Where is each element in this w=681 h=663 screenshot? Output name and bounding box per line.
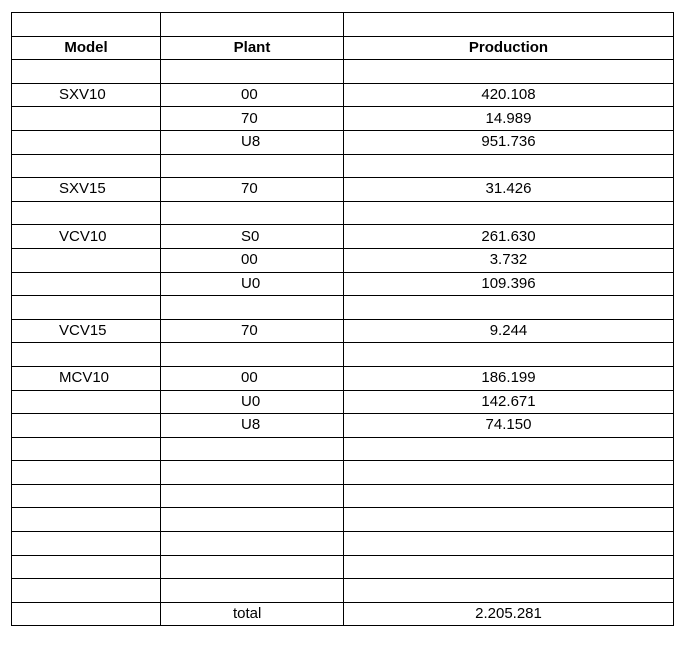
empty-cell xyxy=(11,200,161,226)
table-row: 70 14.989 xyxy=(11,106,674,131)
empty-cell xyxy=(11,436,161,462)
model-cell: MCV10 xyxy=(11,365,161,391)
empty-cell xyxy=(11,153,161,179)
empty-cell xyxy=(160,342,344,367)
model-cell xyxy=(11,129,161,155)
plant-cell: 70 xyxy=(160,106,344,131)
model-cell: VCV15 xyxy=(11,318,161,344)
header-model: Model xyxy=(11,35,161,61)
empty-cell xyxy=(343,342,674,367)
table-row: VCV15 70 9.244 xyxy=(11,318,674,344)
empty-cell xyxy=(11,578,161,603)
production-cell: 31.426 xyxy=(343,177,674,202)
table-row: SXV10 00 420.108 xyxy=(11,82,674,108)
empty-cell xyxy=(343,460,674,485)
model-cell xyxy=(11,106,161,131)
production-cell: 186.199 xyxy=(343,365,674,391)
header-plant: Plant xyxy=(160,35,344,61)
model-cell: VCV10 xyxy=(11,224,161,249)
total-label: total xyxy=(160,601,344,627)
plant-cell: U8 xyxy=(160,413,344,438)
header-row: Model Plant Production xyxy=(11,35,674,61)
plant-cell: U8 xyxy=(160,129,344,155)
empty-cell xyxy=(160,436,344,462)
production-cell: 109.396 xyxy=(343,271,674,297)
empty-row xyxy=(11,12,674,37)
plant-cell: 70 xyxy=(160,318,344,344)
plant-cell: S0 xyxy=(160,224,344,249)
model-cell: SXV10 xyxy=(11,82,161,108)
model-cell xyxy=(11,389,161,415)
table-row: U0 109.396 xyxy=(11,271,674,297)
empty-cell xyxy=(11,295,161,320)
empty-cell xyxy=(343,153,674,179)
empty-cell xyxy=(11,601,161,627)
plant-cell: 70 xyxy=(160,177,344,202)
empty-row xyxy=(11,460,674,485)
model-cell xyxy=(11,413,161,438)
empty-cell xyxy=(160,460,344,485)
empty-row xyxy=(11,59,674,84)
model-cell xyxy=(11,247,161,273)
production-cell: 142.671 xyxy=(343,389,674,415)
plant-cell: 00 xyxy=(160,365,344,391)
production-cell: 9.244 xyxy=(343,318,674,344)
model-cell: SXV15 xyxy=(11,177,161,202)
production-cell: 3.732 xyxy=(343,247,674,273)
empty-cell xyxy=(160,200,344,226)
plant-cell: 00 xyxy=(160,82,344,108)
total-row: total 2.205.281 xyxy=(11,601,674,627)
empty-cell xyxy=(343,483,674,509)
header-production: Production xyxy=(343,35,674,61)
empty-cell xyxy=(160,507,344,533)
empty-cell xyxy=(160,531,344,556)
empty-cell xyxy=(11,483,161,509)
table-row: U8 951.736 xyxy=(11,129,674,155)
model-cell xyxy=(11,271,161,297)
plant-cell: U0 xyxy=(160,389,344,415)
empty-cell xyxy=(11,460,161,485)
empty-cell xyxy=(343,531,674,556)
empty-row xyxy=(11,554,674,580)
empty-cell xyxy=(11,531,161,556)
empty-row xyxy=(11,531,674,556)
empty-cell xyxy=(160,554,344,580)
table-row: SXV15 70 31.426 xyxy=(11,177,674,202)
production-cell: 74.150 xyxy=(343,413,674,438)
empty-row xyxy=(11,507,674,533)
production-cell: 14.989 xyxy=(343,106,674,131)
empty-row xyxy=(11,342,674,367)
plant-cell: 00 xyxy=(160,247,344,273)
empty-cell xyxy=(160,153,344,179)
empty-cell xyxy=(160,483,344,509)
empty-cell xyxy=(343,295,674,320)
plant-cell: U0 xyxy=(160,271,344,297)
empty-cell xyxy=(160,578,344,603)
empty-cell xyxy=(343,578,674,603)
empty-row xyxy=(11,578,674,603)
total-value: 2.205.281 xyxy=(343,601,674,627)
empty-cell xyxy=(11,342,161,367)
table-row: 00 3.732 xyxy=(11,247,674,273)
production-cell: 951.736 xyxy=(343,129,674,155)
production-cell: 420.108 xyxy=(343,82,674,108)
table-row: U8 74.150 xyxy=(11,413,674,438)
empty-row xyxy=(11,153,674,179)
empty-row xyxy=(11,295,674,320)
empty-cell xyxy=(343,436,674,462)
empty-cell xyxy=(343,507,674,533)
empty-cell xyxy=(343,554,674,580)
empty-row xyxy=(11,436,674,462)
empty-row xyxy=(11,483,674,509)
empty-cell xyxy=(343,200,674,226)
table-row: MCV10 00 186.199 xyxy=(11,365,674,391)
production-cell: 261.630 xyxy=(343,224,674,249)
empty-row xyxy=(11,200,674,226)
table-row: U0 142.671 xyxy=(11,389,674,415)
empty-cell xyxy=(11,507,161,533)
empty-cell xyxy=(160,295,344,320)
empty-cell xyxy=(11,554,161,580)
production-table: Model Plant Production SXV10 00 420.108 70 1… xyxy=(11,12,674,627)
table-row: VCV10 S0 261.630 xyxy=(11,224,674,249)
